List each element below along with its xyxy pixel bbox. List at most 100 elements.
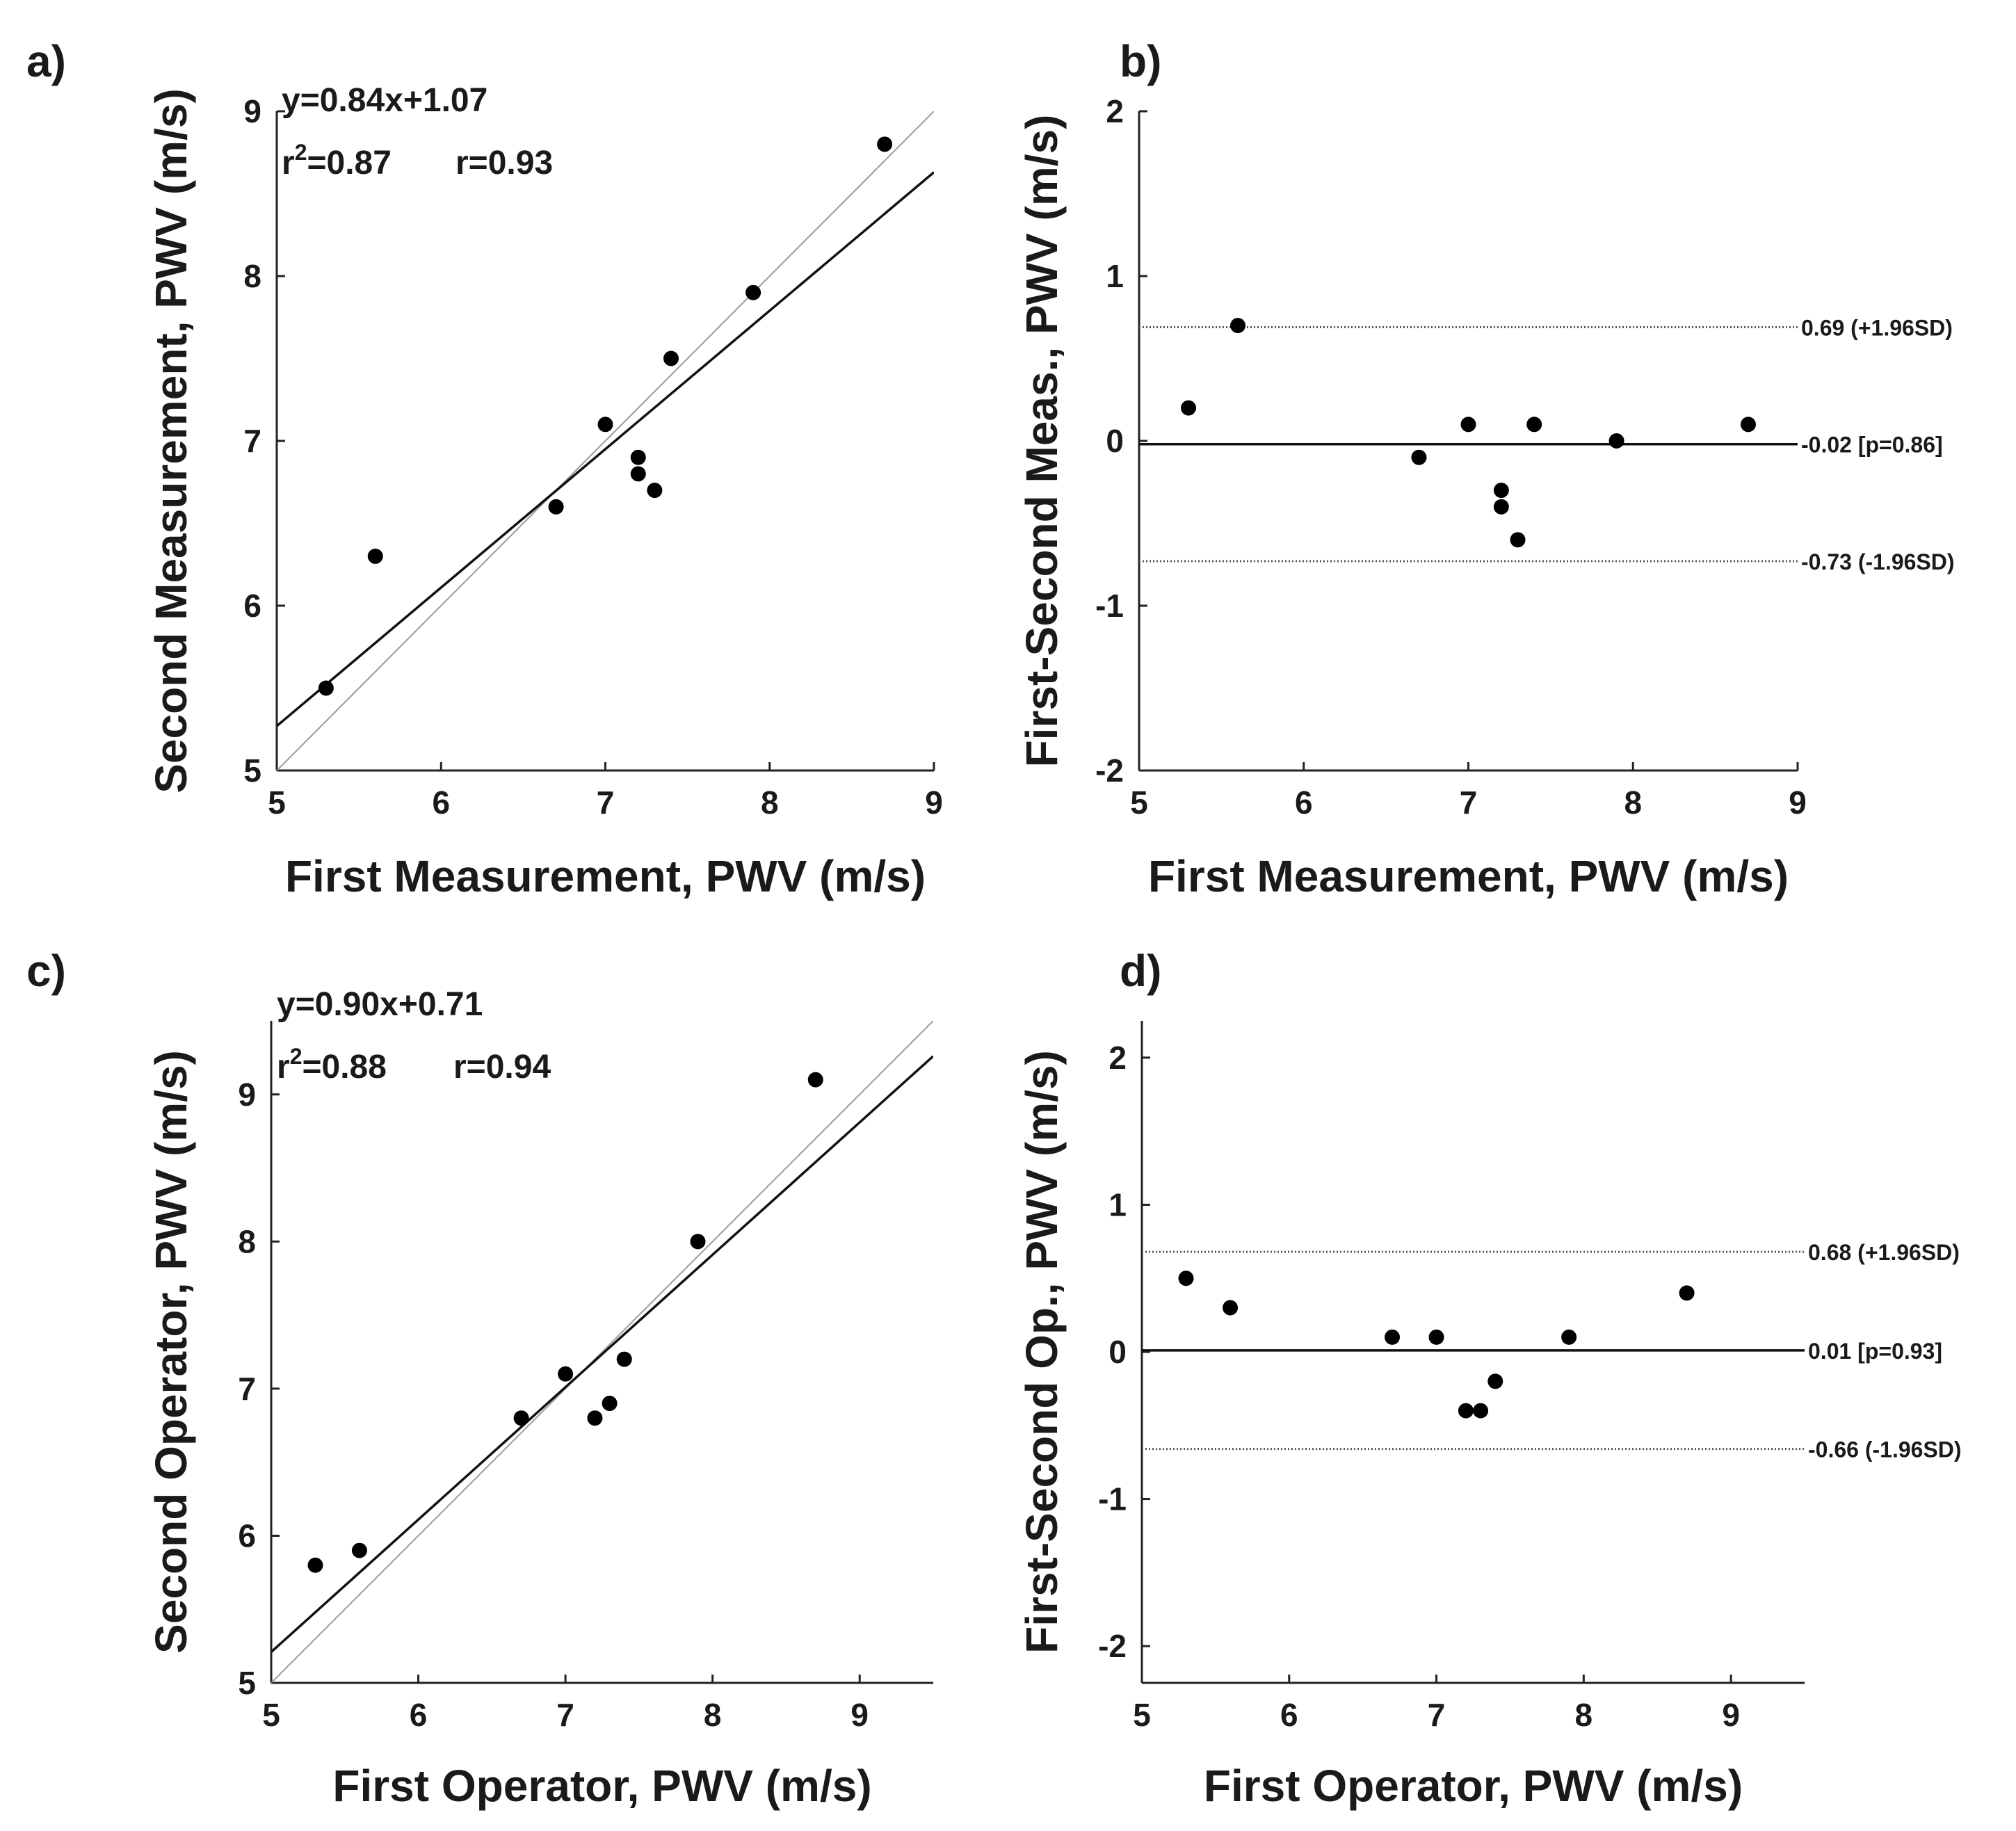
r-squared-label: r2=0.87 (282, 140, 392, 182)
y-tick-label: 5 (238, 1665, 256, 1701)
data-point (1178, 1271, 1194, 1286)
data-point (307, 1557, 323, 1573)
x-tick-label: 6 (1280, 1697, 1298, 1733)
regression-line (277, 171, 934, 727)
data-point (597, 417, 613, 433)
y-tick-label: 9 (238, 1076, 256, 1113)
data-point (616, 1351, 632, 1367)
x-axis-label: First Measurement, PWV (m/s) (285, 851, 926, 901)
r-squared-label: r2=0.88 (277, 1044, 387, 1086)
data-point (877, 136, 893, 152)
mean-difference-label: -0.02 [p=0.86] (1801, 433, 1943, 458)
x-tick-label: 9 (925, 784, 943, 821)
data-point (647, 483, 663, 499)
data-point (1411, 449, 1427, 465)
data-point (548, 499, 564, 515)
data-point (1493, 483, 1509, 499)
r-label: r=0.93 (455, 145, 553, 182)
data-point (318, 680, 334, 696)
limit-of-agreement-label: 0.68 (+1.96SD) (1808, 1240, 1960, 1265)
data-point (1460, 417, 1476, 433)
x-tick-label: 8 (761, 784, 779, 821)
r-squared-base: r (282, 145, 295, 182)
y-tick-label: 6 (238, 1517, 256, 1554)
data-point (630, 449, 646, 465)
data-point (1223, 1300, 1239, 1316)
y-tick-label: 8 (243, 258, 261, 294)
panel-a: a) 5 6 7 8 9 5 6 7 8 9 First Measurement, PWV (m/s)… (26, 36, 943, 901)
data-point (745, 284, 761, 300)
panel-label: c) (26, 946, 66, 996)
x-tick-label: 7 (597, 784, 615, 821)
y-tick-label: -2 (1095, 752, 1124, 789)
data-point (807, 1072, 823, 1088)
r-squared-base: r (277, 1049, 290, 1086)
x-axis-label: First Operator, PWV (m/s) (332, 1761, 871, 1811)
data-point (558, 1366, 574, 1382)
x-tick-label: 9 (1789, 784, 1807, 821)
x-tick-label: 9 (1722, 1697, 1740, 1733)
data-point (663, 350, 679, 366)
data-point (690, 1234, 706, 1250)
y-tick-label: 0 (1108, 1334, 1127, 1370)
panel-d: d) 5 6 7 8 9 -2 -1 0 1 2 First Operator, PWV (m/s) F… (1017, 946, 1962, 1811)
r-squared-superscript: 2 (290, 1044, 303, 1069)
data-point (1510, 532, 1526, 548)
panel-c: c) 5 6 7 8 9 5 6 7 8 9 First Operator, PWV (m/s) Sec… (26, 946, 933, 1811)
data-point (1561, 1329, 1577, 1345)
data-point (1526, 417, 1542, 433)
data-point (367, 548, 383, 564)
data-point (587, 1410, 603, 1426)
x-tick-label: 6 (1295, 784, 1313, 821)
x-tick-label: 8 (1575, 1697, 1593, 1733)
data-point (1679, 1285, 1695, 1301)
r-squared-value: =0.88 (302, 1049, 386, 1086)
identity-line (277, 111, 934, 771)
x-axis-label: First Operator, PWV (m/s) (1204, 1761, 1743, 1811)
y-tick-label: -1 (1095, 588, 1124, 624)
data-point (602, 1396, 618, 1412)
r-label: r=0.94 (453, 1049, 551, 1086)
identity-line (271, 1021, 933, 1683)
panel-label: a) (26, 36, 66, 86)
x-tick-label: 5 (1133, 1697, 1151, 1733)
y-axis-label: First-Second Op., PWV (m/s) (1017, 1050, 1067, 1654)
y-tick-label: 7 (243, 423, 261, 459)
panel-label: d) (1120, 946, 1161, 996)
data-point (1608, 433, 1624, 449)
data-point (1385, 1329, 1401, 1345)
y-axis-label: Second Operator, PWV (m/s) (146, 1050, 196, 1654)
limit-of-agreement-label: 0.69 (+1.96SD) (1801, 315, 1953, 340)
x-tick-label: 7 (556, 1697, 574, 1733)
x-tick-label: 6 (410, 1697, 428, 1733)
r-squared-value: =0.87 (307, 145, 391, 182)
x-tick-label: 8 (704, 1697, 722, 1733)
data-point (351, 1542, 367, 1558)
x-tick-label: 5 (1130, 784, 1148, 821)
y-tick-label: 0 (1106, 423, 1124, 459)
data-point (1473, 1403, 1489, 1419)
data-point (1740, 417, 1756, 433)
y-tick-label: -2 (1098, 1628, 1127, 1664)
data-point (630, 466, 646, 482)
y-tick-label: 8 (238, 1223, 256, 1259)
panel-label: b) (1120, 36, 1161, 86)
y-tick-label: 2 (1108, 1040, 1127, 1076)
data-point (1428, 1329, 1444, 1345)
y-axis-label: First-Second Meas., PWV (m/s) (1017, 115, 1067, 768)
y-tick-label: 1 (1106, 258, 1124, 294)
x-tick-label: 8 (1624, 784, 1642, 821)
y-tick-label: 9 (243, 93, 261, 129)
limit-of-agreement-label: -0.66 (-1.96SD) (1808, 1437, 1962, 1462)
data-point (1487, 1373, 1503, 1389)
y-tick-label: 6 (243, 588, 261, 624)
data-point (513, 1410, 529, 1426)
y-tick-label: -1 (1098, 1481, 1127, 1517)
data-point (1181, 400, 1197, 416)
data-point (1230, 318, 1246, 334)
x-tick-label: 5 (268, 784, 286, 821)
x-tick-label: 9 (850, 1697, 869, 1733)
x-tick-label: 5 (262, 1697, 280, 1733)
x-tick-label: 6 (432, 784, 450, 821)
